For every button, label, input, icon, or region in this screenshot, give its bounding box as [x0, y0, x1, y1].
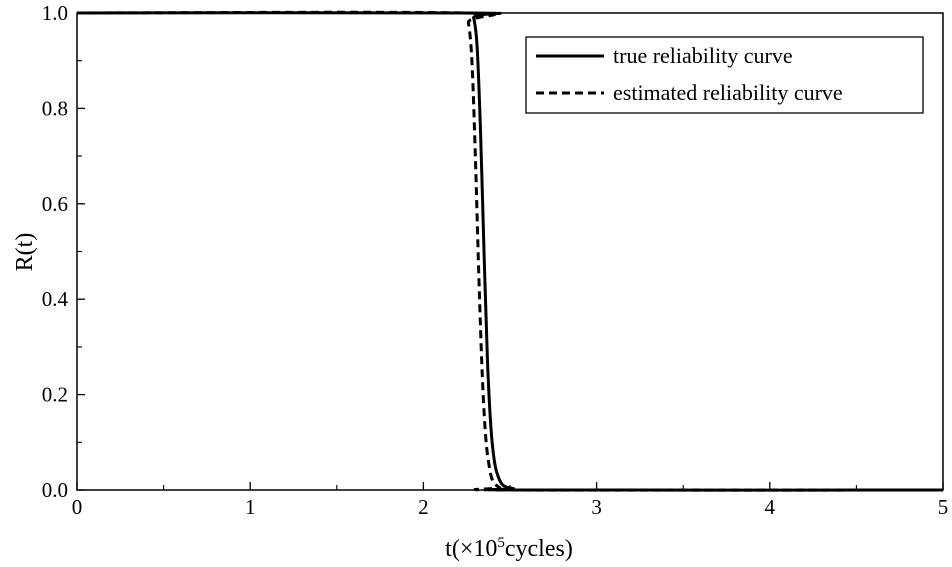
ticks-layer: 0 1 2 3 4 5 0.0 0.2 0.4 0.6 0.8 1.0: [42, 1, 949, 519]
y-tick-label: 0.4: [42, 287, 69, 311]
series-line-true: [76, 11, 944, 492]
x-tick-label: 0: [72, 495, 83, 519]
x-tick-label: 3: [591, 495, 602, 519]
series-layer: [76, 10, 944, 492]
series-line-estimated: [76, 10, 944, 492]
legend-label-estimated: estimated reliability curve: [613, 80, 843, 105]
x-tick-label: 5: [938, 495, 949, 519]
y-tick-label: 0.0: [42, 478, 68, 502]
x-axis-title: t(×105cycles): [445, 535, 573, 562]
y-tick-label: 1.0: [42, 1, 68, 25]
y-tick-label: 0.6: [42, 192, 68, 216]
y-axis-title: R(t): [12, 233, 38, 272]
x-axis-title-superscript: 5: [497, 535, 505, 551]
y-tick-label: 0.2: [42, 383, 68, 407]
legend-label-true: true reliability curve: [613, 43, 793, 68]
x-tick-label: 4: [765, 495, 776, 519]
x-axis-title-prefix: t(×10: [445, 536, 497, 562]
x-tick-label: 1: [245, 495, 256, 519]
y-tick-label: 0.8: [42, 96, 68, 120]
x-axis-title-suffix: cycles): [505, 536, 573, 562]
legend: true reliability curve estimated reliabi…: [525, 36, 924, 114]
legend-box: [525, 36, 924, 114]
x-tick-label: 2: [418, 495, 429, 519]
